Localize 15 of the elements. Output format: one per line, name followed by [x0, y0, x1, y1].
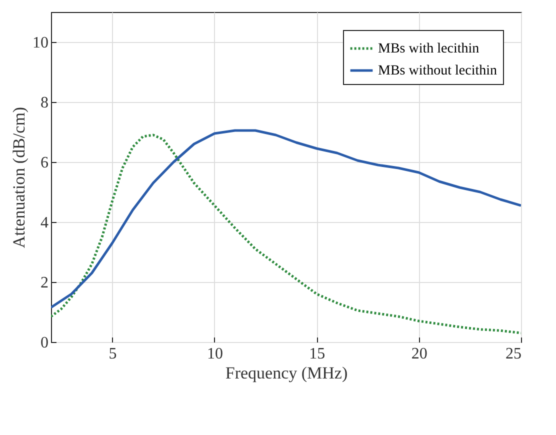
- x-tick-label: 15: [309, 346, 326, 362]
- x-tick-label: 25: [506, 346, 522, 362]
- x-axis-title: Frequency (MHz): [225, 364, 348, 382]
- y-tick-label: 6: [40, 154, 48, 172]
- y-axis-title: Attenuation (dB/cm): [10, 106, 28, 248]
- x-tick-label: 20: [411, 346, 428, 362]
- legend-label: MBs without lecithin: [378, 64, 497, 78]
- y-tick-label: 0: [40, 334, 48, 352]
- y-tick-label: 8: [40, 94, 48, 112]
- y-tick-label: 2: [40, 274, 48, 292]
- x-tick-label: 10: [206, 346, 223, 362]
- x-tick-label: 5: [108, 346, 117, 362]
- y-tick-label: 4: [40, 214, 48, 232]
- y-tick-label: 10: [32, 34, 48, 52]
- legend-label: MBs with lecithin: [378, 42, 480, 56]
